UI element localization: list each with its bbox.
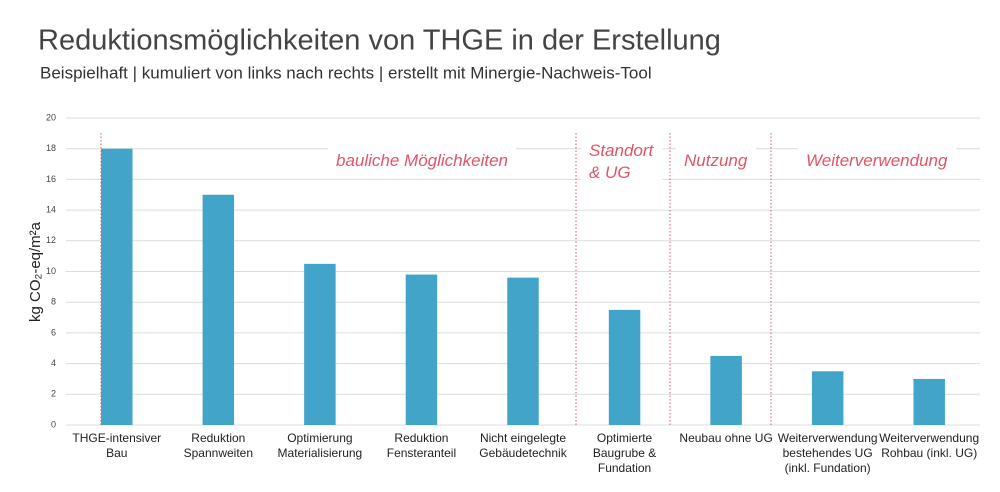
x-tick-label-line: THGE-intensiver xyxy=(72,431,161,445)
x-tick-label-line: Rohbau (inkl. UG) xyxy=(881,446,977,460)
section-label-line: & UG xyxy=(589,163,631,182)
y-tick-label: 20 xyxy=(46,112,56,122)
section-label-bg xyxy=(328,147,516,175)
section-label-bg xyxy=(581,137,663,187)
x-tick-label-line: Reduktion xyxy=(191,431,245,445)
bar xyxy=(608,309,641,425)
x-tick-label-line: Optimierte xyxy=(597,431,653,445)
x-tick-label-line: Fensteranteil xyxy=(387,446,456,460)
y-tick-label: 8 xyxy=(51,297,56,307)
bar xyxy=(710,355,742,425)
x-tick-label-line: Baugrube & xyxy=(593,446,656,460)
section-labels: bauliche Möglichkeiten Standort & UG Nutzun… xyxy=(328,137,956,187)
x-tick-label: Weiterverwendung Rohbau (inkl. UG) xyxy=(879,431,979,460)
x-tick-label-line: Bau xyxy=(106,446,127,460)
x-tick-label-line: Nicht eingelegte xyxy=(480,431,566,445)
y-tick-label: 12 xyxy=(46,235,56,245)
x-tick-label-line: Optimierung xyxy=(287,431,352,445)
section-label: bauliche Möglichkeiten xyxy=(336,151,508,170)
section-label-bg xyxy=(676,147,756,175)
bar xyxy=(811,371,844,425)
bar xyxy=(405,274,438,425)
x-tick-label-line: Weiterverwendung xyxy=(778,431,878,445)
bar xyxy=(202,194,235,425)
section-label-line: Nutzung xyxy=(684,151,748,170)
x-tick-label-line: Reduktion xyxy=(394,431,448,445)
x-tick-label: Optimierung Materialisierung xyxy=(278,431,363,460)
bar xyxy=(101,148,133,425)
chart-subtitle: Beispielhaft | kumuliert von links nach … xyxy=(40,63,652,82)
y-axis-label: kg CO₂-eq/m²a xyxy=(27,221,44,322)
x-tick-label: Reduktion Fensteranteil xyxy=(387,431,456,460)
y-tick-label: 14 xyxy=(46,204,56,214)
x-tick-label-line: Neubau ohne UG xyxy=(679,431,772,445)
bar xyxy=(913,378,945,425)
x-tick-label: Neubau ohne UG xyxy=(679,431,772,445)
y-tick-label: 0 xyxy=(51,419,56,429)
y-tick-label: 10 xyxy=(46,266,56,276)
section-label: Standort & UG xyxy=(589,141,655,182)
x-tick-label-line: Spannweiten xyxy=(184,446,253,460)
bar xyxy=(304,263,336,425)
x-tick-label: THGE-intensiver Bau xyxy=(72,431,161,460)
section-label-bg xyxy=(798,147,956,175)
bars xyxy=(101,148,945,425)
x-tick-label-line: Materialisierung xyxy=(278,446,363,460)
x-tick-label-line: bestehendes UG xyxy=(783,446,873,460)
chart-title: Reduktionsmöglichkeiten von THGE in der … xyxy=(38,25,721,57)
y-tick-label: 4 xyxy=(51,358,56,368)
x-tick-label: Optimierte Baugrube & Fundation xyxy=(593,431,656,475)
bar xyxy=(507,277,539,425)
section-label-line: Standort xyxy=(589,141,655,160)
x-tick-label: Weiterverwendung bestehendes UG (inkl. Fun… xyxy=(778,431,878,475)
section-label-line: Weiterverwendung xyxy=(806,151,948,170)
section-label-line: bauliche Möglichkeiten xyxy=(336,151,508,170)
section-label: Nutzung xyxy=(684,151,748,170)
y-tick-label: 6 xyxy=(51,327,56,337)
section-label: Weiterverwendung xyxy=(806,151,948,170)
y-tick-label: 16 xyxy=(46,174,56,184)
x-tick-label: Nicht eingelegte Gebäudetechnik xyxy=(479,431,567,460)
x-tick-label-line: Weiterverwendung xyxy=(879,431,979,445)
x-tick-label-line: Fundation xyxy=(598,461,651,475)
x-tick-label-line: Gebäudetechnik xyxy=(479,446,567,460)
x-tick-label-line: (inkl. Fundation) xyxy=(785,461,871,475)
y-tick-label: 18 xyxy=(46,143,56,153)
x-tick-label: Reduktion Spannweiten xyxy=(184,431,253,460)
y-tick-label: 2 xyxy=(51,389,56,399)
